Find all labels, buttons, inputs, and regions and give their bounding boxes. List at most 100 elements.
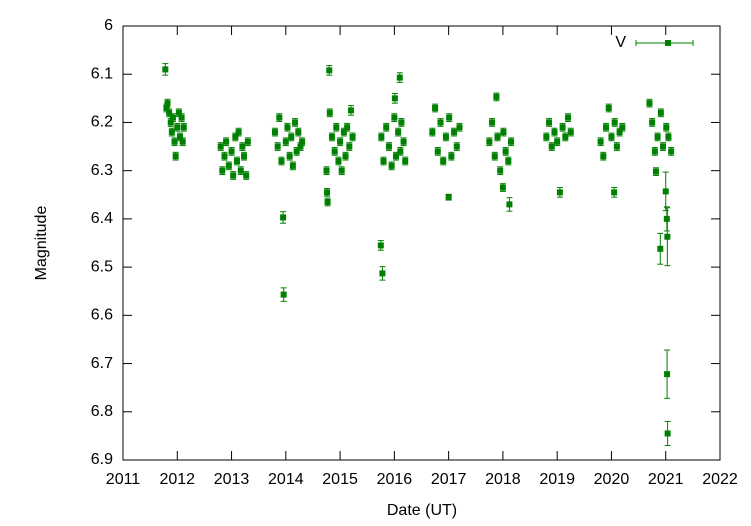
point: [434, 148, 441, 155]
y-axis-label: Magnitude: [33, 206, 50, 281]
point: [654, 133, 661, 140]
point: [288, 133, 295, 140]
point: [663, 124, 670, 131]
point: [657, 109, 664, 116]
x-tick-label: 2018: [485, 471, 521, 488]
point: [489, 119, 496, 126]
x-tick-label: 2019: [539, 471, 575, 488]
x-tick-label: 2015: [322, 471, 358, 488]
point: [663, 215, 670, 222]
point: [326, 109, 333, 116]
point: [508, 138, 515, 145]
point: [491, 153, 498, 160]
point: [397, 148, 404, 155]
point: [600, 153, 607, 160]
point: [497, 167, 504, 174]
point: [340, 129, 347, 136]
point: [567, 129, 574, 136]
point: [446, 114, 453, 121]
point: [565, 114, 572, 121]
point: [543, 133, 550, 140]
x-tick-label: 2011: [106, 471, 141, 488]
point: [299, 138, 306, 145]
point: [500, 129, 507, 136]
point: [506, 201, 513, 208]
point: [233, 158, 240, 165]
y-tick-label: 6.9: [91, 451, 113, 468]
point: [597, 138, 604, 145]
x-tick-label: 2013: [214, 471, 250, 488]
point: [664, 371, 671, 378]
point: [380, 158, 387, 165]
point: [649, 119, 656, 126]
point: [280, 291, 287, 298]
point: [244, 138, 251, 145]
point: [378, 133, 385, 140]
point: [392, 153, 399, 160]
point: [611, 119, 618, 126]
point: [232, 133, 239, 140]
point: [225, 162, 232, 169]
point: [163, 104, 170, 111]
point: [335, 158, 342, 165]
point: [396, 74, 403, 81]
point: [388, 162, 395, 169]
point: [171, 138, 178, 145]
point: [391, 114, 398, 121]
point: [328, 133, 335, 140]
x-tick-label: 2020: [594, 471, 630, 488]
point: [562, 133, 569, 140]
point: [451, 129, 458, 136]
point: [456, 124, 463, 131]
x-tick-label: 2021: [648, 471, 684, 488]
point: [437, 119, 444, 126]
point: [652, 168, 659, 175]
point: [217, 143, 224, 150]
y-tick-label: 6.2: [91, 114, 113, 131]
point: [223, 138, 230, 145]
x-tick-label: 2022: [702, 471, 738, 488]
point: [286, 153, 293, 160]
point: [278, 158, 285, 165]
point: [559, 124, 566, 131]
point: [432, 104, 439, 111]
point: [293, 148, 300, 155]
point: [551, 129, 558, 136]
point: [289, 162, 296, 169]
point: [660, 143, 667, 150]
x-tick-label: 2012: [159, 471, 195, 488]
point: [453, 143, 460, 150]
point: [383, 124, 390, 131]
point: [448, 153, 455, 160]
point: [662, 188, 669, 195]
point: [664, 430, 671, 437]
point: [230, 172, 237, 179]
point: [344, 124, 351, 131]
point: [608, 133, 615, 140]
x-axis-label: Date (UT): [387, 502, 457, 519]
point: [166, 109, 173, 116]
point: [385, 143, 392, 150]
point: [556, 189, 563, 196]
point: [554, 138, 561, 145]
point: [323, 167, 330, 174]
point: [167, 119, 174, 126]
point: [379, 270, 386, 277]
point: [271, 129, 278, 136]
point: [440, 158, 447, 165]
point: [178, 114, 185, 121]
y-tick-label: 6.5: [91, 258, 113, 275]
point: [180, 124, 187, 131]
point: [664, 233, 671, 240]
legend-swatch: [665, 40, 671, 46]
point: [337, 138, 344, 145]
point: [235, 129, 242, 136]
point: [646, 100, 653, 107]
point: [505, 158, 512, 165]
y-tick-label: 6.1: [91, 65, 113, 82]
point: [338, 167, 345, 174]
point: [162, 66, 169, 73]
point: [221, 153, 228, 160]
point: [179, 138, 186, 145]
